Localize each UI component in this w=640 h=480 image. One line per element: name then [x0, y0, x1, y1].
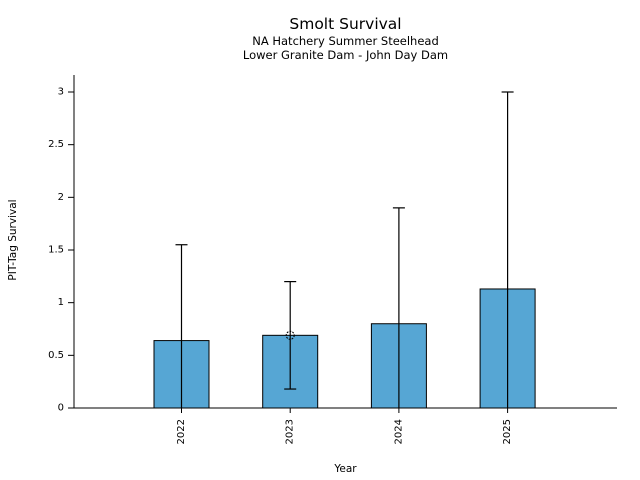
y-tick-label: 1.5 [48, 245, 64, 256]
x-tick-label-2024: 2024 [393, 419, 404, 444]
y-tick-label: 0.5 [48, 350, 64, 361]
x-axis-label: Year [333, 463, 357, 475]
x-tick-label-2023: 2023 [285, 419, 296, 444]
data-point-marker-2023 [285, 330, 295, 340]
x-tick-label-2025: 2025 [502, 419, 513, 444]
y-tick-label: 2 [58, 192, 64, 203]
plot-area: 0 0.5 1 1.5 2 2.5 3 2022 2023 2024 2025 [48, 75, 617, 444]
y-tick-label: 1 [58, 297, 64, 308]
chart-title: Smolt Survival [289, 15, 401, 33]
y-axis-label: PIT-Tag Survival [7, 199, 19, 280]
y-tick-label: 0 [58, 403, 64, 414]
y-tick-label: 3 [58, 87, 64, 98]
chart-subtitle-line1: NA Hatchery Summer Steelhead [252, 34, 439, 48]
y-tick-label: 2.5 [48, 139, 64, 150]
chart-subtitle-line2: Lower Granite Dam - John Day Dam [243, 48, 448, 62]
x-tick-label-2022: 2022 [176, 419, 187, 444]
